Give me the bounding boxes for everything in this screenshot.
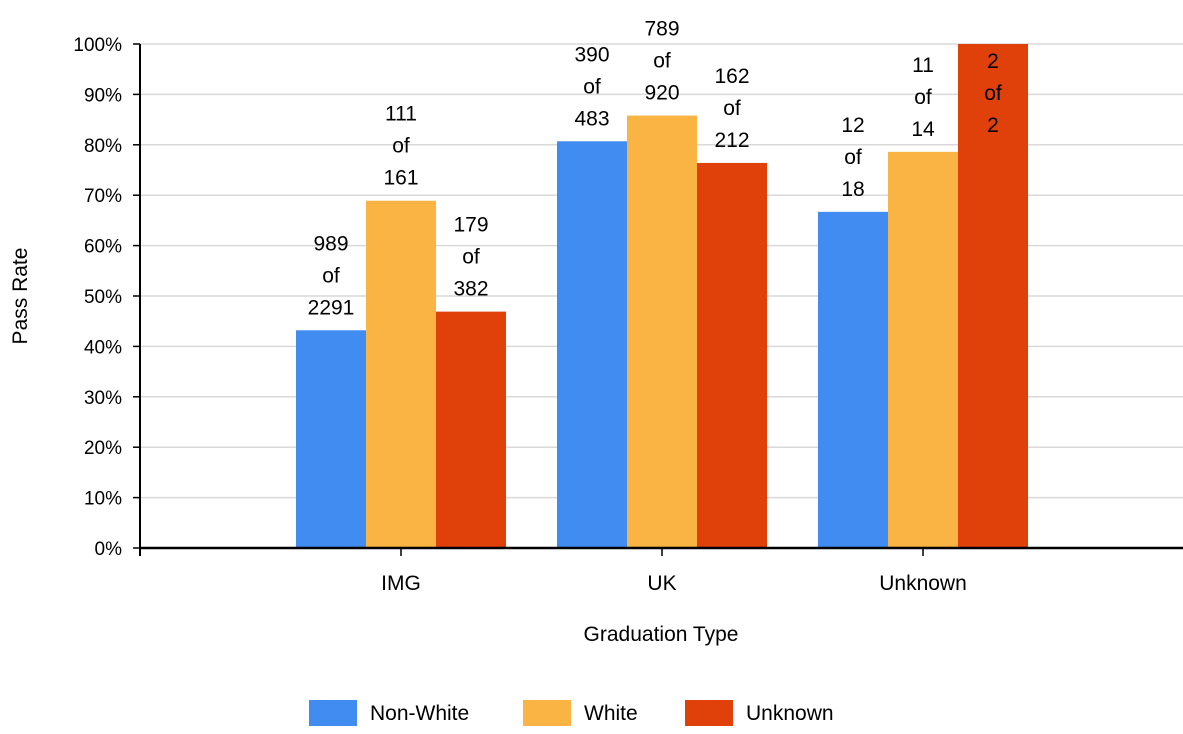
data-label: of — [583, 75, 601, 98]
legend-label: White — [584, 702, 638, 725]
data-label: 2291 — [308, 296, 355, 319]
data-label: 11 — [912, 54, 934, 77]
y-tick-label: 60% — [84, 237, 122, 258]
data-label: 390 — [574, 43, 609, 66]
data-label: of — [984, 82, 1002, 105]
y-tick-label: 100% — [73, 35, 122, 56]
data-label: 382 — [453, 278, 488, 301]
data-label: 989 — [313, 232, 348, 255]
bar — [296, 330, 366, 548]
y-tick-label: 30% — [84, 388, 122, 409]
data-label: 12 — [841, 114, 864, 137]
data-label: of — [653, 50, 671, 73]
legend-swatch — [685, 700, 733, 726]
x-tick-label: IMG — [381, 572, 421, 595]
y-tick-label: 20% — [84, 438, 122, 459]
axes — [133, 43, 1183, 556]
legend-swatch — [523, 700, 571, 726]
data-label: of — [723, 97, 741, 120]
y-tick-label: 90% — [84, 85, 122, 106]
y-tick-label: 10% — [84, 489, 122, 510]
y-tick-label: 70% — [84, 186, 122, 207]
data-label: 18 — [841, 178, 864, 201]
data-label: 483 — [574, 107, 609, 130]
y-tick-label: 0% — [95, 539, 123, 560]
bar — [557, 141, 627, 548]
data-label: 2 — [987, 50, 999, 73]
data-label: 162 — [714, 65, 749, 88]
bar — [818, 211, 888, 548]
bars — [296, 44, 1028, 549]
y-tick-label: 40% — [84, 337, 122, 358]
data-label: 212 — [714, 129, 749, 152]
data-labels: 989 of 2291 111 of 161 179 of 382 390 of 483 789 of 92… — [308, 18, 1002, 320]
bar — [958, 44, 1028, 548]
tick-labels: 0% 10% 20% 30% 40% 50% 60% 70% 80% 90% 100% IMG UK Un… — [73, 35, 966, 595]
x-axis-title: Graduation Type — [584, 623, 739, 646]
data-label: 920 — [644, 82, 679, 105]
legend-label: Non-White — [370, 702, 469, 725]
data-label: 111 — [385, 103, 417, 126]
data-label: 161 — [383, 167, 418, 190]
bar — [888, 151, 958, 548]
legend-label: Unknown — [746, 702, 834, 725]
data-label: of — [322, 264, 340, 287]
legend: Non-White White Unknown — [309, 700, 834, 726]
y-tick-label: 80% — [84, 136, 122, 157]
data-label: 14 — [911, 118, 935, 141]
data-label: of — [844, 146, 862, 169]
x-tick-label: Unknown — [879, 572, 967, 595]
y-tick-label: 50% — [84, 287, 122, 308]
bar — [627, 115, 697, 549]
x-tick-label: UK — [647, 572, 676, 595]
legend-swatch — [309, 700, 357, 726]
y-axis-title: Pass Rate — [9, 248, 32, 345]
data-label: 179 — [453, 214, 488, 237]
data-label: of — [462, 246, 480, 269]
data-label: 2 — [987, 114, 999, 137]
data-label: 789 — [644, 18, 679, 41]
bar — [697, 162, 767, 548]
data-label: of — [392, 135, 410, 158]
data-label: of — [914, 86, 932, 109]
bar — [436, 311, 506, 548]
bar — [366, 200, 436, 548]
